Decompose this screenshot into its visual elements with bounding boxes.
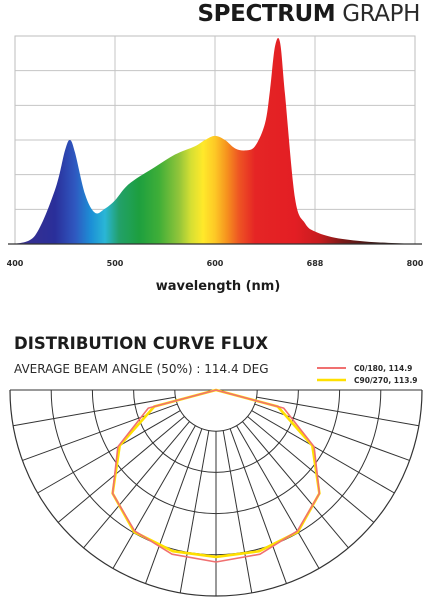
distribution-title: DISTRIBUTION CURVE FLUX (14, 334, 269, 353)
spectrum-title-bold: SPECTRUM (197, 1, 336, 27)
polar-curve-c0-180 (111, 389, 321, 563)
distribution-polar-chart (9, 388, 423, 597)
polar-grid-ring (174, 389, 258, 432)
spectrum-title-light: GRAPH (342, 1, 420, 27)
legend-label-c90: C90/270, 113.9 (354, 376, 418, 385)
distribution-legend: C0/180, 114.9 C90/270, 113.9 (317, 364, 418, 385)
polar-grid-ring (50, 389, 382, 556)
spectrum-x-axis-label: wavelength (nm) (156, 279, 281, 294)
spectrum-x-ticks: 400 500 600 688 800 (7, 259, 424, 268)
polar-grid-ring (9, 389, 423, 597)
spectrum-x-tick-label: 688 (307, 259, 324, 268)
polar-grid-ring (133, 389, 299, 473)
spectrum-x-tick-label: 400 (7, 259, 24, 268)
spectrum-curve (15, 37, 415, 244)
beam-angle-text: AVERAGE BEAM ANGLE (50%) : 114.4 DEG (14, 362, 269, 376)
spectrum-chart: 400 500 600 688 800 wavelength (nm) (7, 35, 424, 294)
polar-curves (111, 388, 321, 563)
polar-grid (9, 389, 423, 597)
legend-label-c0: C0/180, 114.9 (354, 364, 412, 373)
spectrum-x-tick-label: 800 (407, 259, 424, 268)
spectrum-x-tick-label: 600 (207, 259, 224, 268)
spectrum-x-tick-label: 500 (107, 259, 124, 268)
spectrum-title: SPECTRUM GRAPH (197, 1, 421, 27)
polar-grid-ring (91, 389, 341, 515)
